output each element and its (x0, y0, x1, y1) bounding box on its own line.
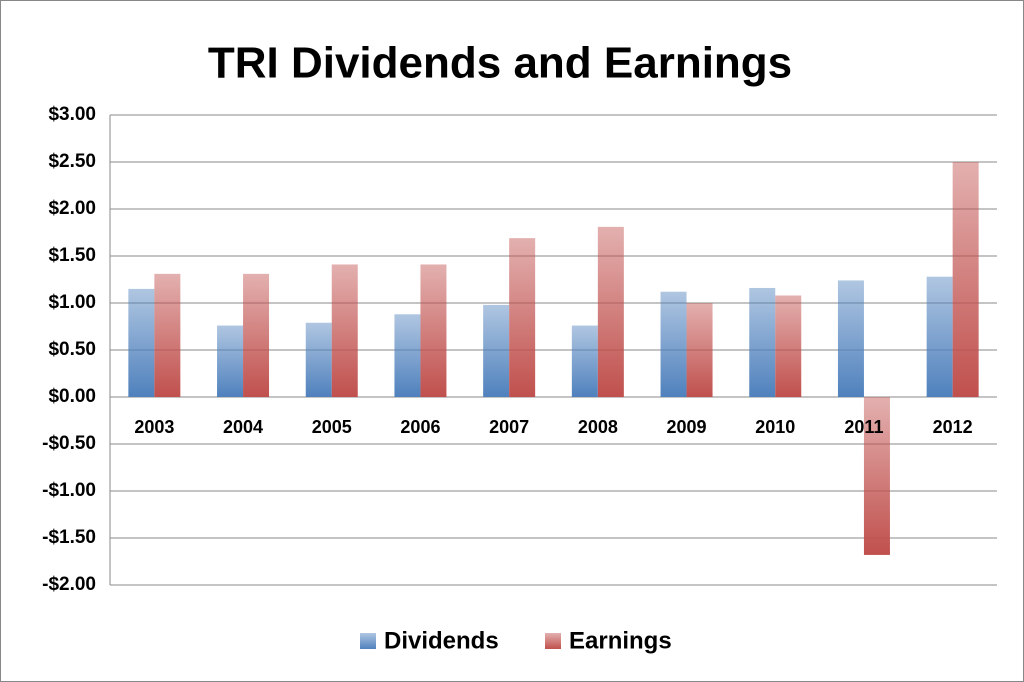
legend-swatch (360, 633, 376, 649)
bar (305, 322, 332, 397)
bar (420, 264, 447, 397)
bar (217, 325, 244, 397)
bar (154, 273, 181, 397)
legend-label: Earnings (569, 627, 672, 654)
chart-title: TRI Dividends and Earnings (208, 39, 792, 88)
bar (926, 276, 953, 397)
y-tick-label: -$1.00 (42, 480, 96, 501)
x-tick-label: 2005 (312, 417, 352, 437)
x-tick-label: 2009 (667, 417, 707, 437)
y-tick-label: $2.00 (48, 198, 96, 219)
bar (686, 303, 713, 397)
bar (660, 291, 687, 397)
y-tick-label: $1.00 (48, 292, 96, 313)
bar (597, 226, 624, 397)
bar (394, 314, 421, 397)
bar (331, 264, 358, 397)
bar (483, 304, 510, 397)
x-tick-label: 2011 (844, 417, 883, 437)
x-tick-label: 2010 (755, 417, 795, 437)
y-tick-label: $2.50 (48, 151, 96, 172)
y-tick-label: -$2.00 (42, 574, 96, 595)
legend-label: Dividends (384, 627, 499, 654)
x-tick-label: 2003 (134, 417, 174, 437)
legend-swatch (545, 633, 561, 649)
bar (749, 287, 776, 397)
y-tick-label: -$1.50 (42, 527, 96, 548)
x-tick-label: 2012 (933, 417, 973, 437)
y-tick-label: $0.00 (48, 386, 96, 407)
bar (952, 162, 979, 397)
y-tick-label: $0.50 (48, 339, 96, 360)
y-tick-label: $1.50 (48, 245, 96, 266)
bar (128, 288, 155, 397)
y-tick-label: $3.00 (48, 104, 96, 125)
bar (863, 397, 890, 555)
x-tick-label: 2008 (578, 417, 618, 437)
x-tick-label: 2004 (223, 417, 263, 437)
bar (509, 238, 536, 397)
x-tick-label: 2007 (489, 417, 529, 437)
bar (243, 273, 270, 397)
bar (571, 325, 598, 397)
y-tick-label: -$0.50 (42, 433, 96, 454)
bar (775, 295, 802, 397)
bar (837, 280, 864, 397)
x-tick-label: 2006 (400, 417, 440, 437)
